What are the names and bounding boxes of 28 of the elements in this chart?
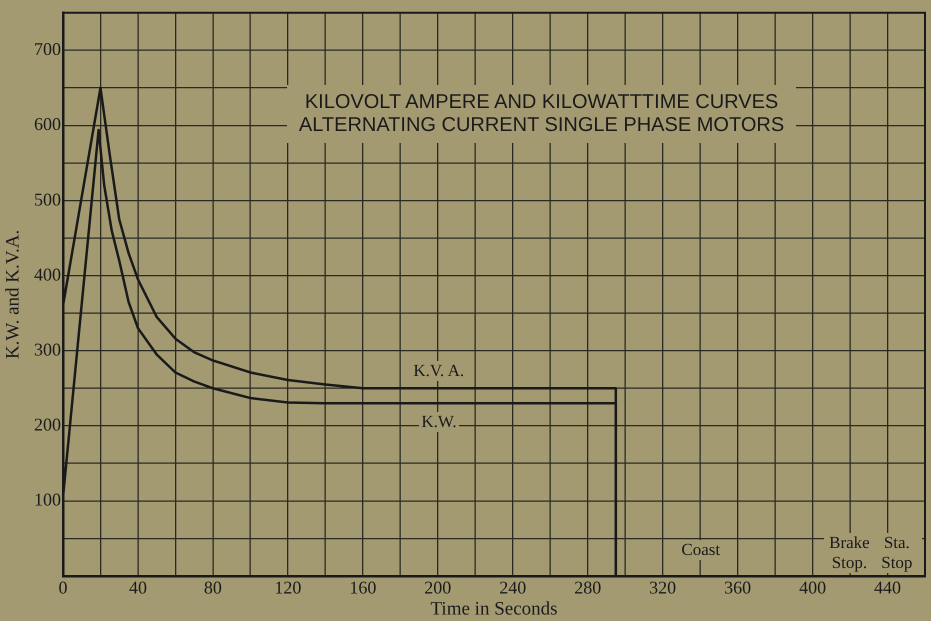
x-tick-label: 240 (499, 578, 526, 598)
text: ALTERNATING CURRENT SINGLE PHASE MOTORS (298, 114, 784, 136)
y-tick-label: 500 (34, 189, 61, 210)
y-axis-title: K.W. and K.V.A. (2, 230, 24, 360)
x-tick-label: 120 (274, 578, 302, 598)
text: KILOVOLT AMPERE AND KILOWATTTIME CURVES (304, 91, 778, 114)
y-tick-label: 700 (34, 39, 61, 60)
y-tick-label: 600 (34, 114, 61, 134)
x-tick-label: 360 (724, 578, 752, 598)
x-tick-label: 400 (799, 578, 826, 598)
x-axis-title: Time in Seconds (430, 598, 558, 620)
annotation: Brake Stop. (824, 533, 874, 573)
x-tick-label: 160 (349, 578, 376, 598)
x-tick-label: 40 (128, 578, 147, 598)
annotation: Sta. Stop (872, 533, 922, 573)
y-tick-label: 200 (34, 414, 61, 435)
x-tick-label: 0 (58, 578, 68, 598)
x-tick-label: 440 (874, 578, 902, 598)
x-tick-label: 200 (424, 578, 452, 598)
x-tick-label: 320 (649, 578, 676, 598)
series-label: K.V. A. (411, 361, 466, 382)
series-label: K.W. (419, 412, 459, 432)
y-tick-label: 300 (34, 339, 61, 360)
y-tick-label: 400 (34, 264, 61, 284)
y-tick-label: 100 (34, 490, 61, 510)
x-tick-label: 280 (574, 578, 602, 598)
annotation: Coast (679, 540, 722, 560)
x-tick-label: 80 (204, 578, 222, 598)
